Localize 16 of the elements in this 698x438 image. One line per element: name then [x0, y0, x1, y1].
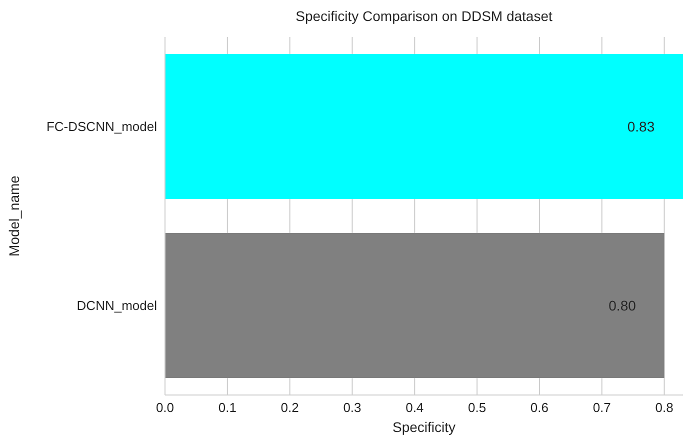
x-tick-label: 0.0 [156, 400, 174, 416]
chart-title: Specificity Comparison on DDSM dataset [294, 8, 554, 24]
y-axis-title: Model_name [6, 175, 22, 256]
y-tick-label: FC-DSCNN_model [46, 119, 158, 134]
x-tick-label: 0.3 [343, 400, 362, 416]
x-tick-label: 0.1 [218, 400, 236, 416]
x-axis-title: Specificity [392, 419, 456, 435]
x-tick-label: 0.5 [468, 400, 486, 416]
x-tick-label: 0.4 [406, 400, 424, 416]
x-tick-label: 0.6 [530, 400, 548, 416]
data-label: 0.80 [608, 298, 636, 314]
y-tick-label: DCNN_model [76, 298, 158, 314]
x-tick-label: 0.7 [592, 400, 611, 416]
x-tick-label: 0.8 [655, 400, 674, 416]
x-tick-label: 0.2 [280, 400, 299, 416]
data-label: 0.83 [627, 118, 655, 134]
